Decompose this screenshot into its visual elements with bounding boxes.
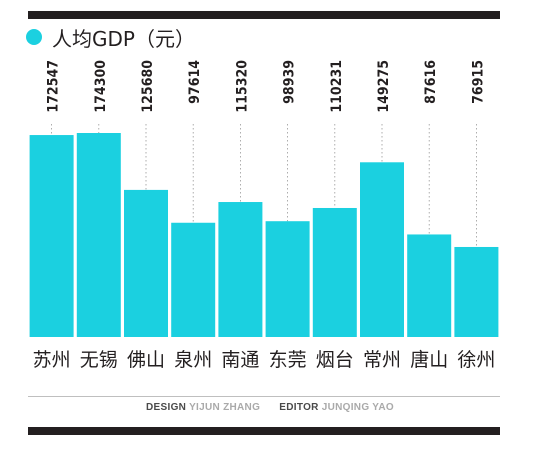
- bar: [454, 246, 499, 337]
- category-label: 南通: [221, 349, 259, 371]
- category-label: 佛山: [127, 349, 165, 371]
- value-label: 76915: [470, 60, 486, 104]
- credit-rule: [28, 396, 500, 397]
- bar: [312, 207, 357, 337]
- value-label: 115320: [234, 60, 250, 113]
- legend-label: 人均GDP（元）: [52, 26, 195, 51]
- category-label: 唐山: [410, 349, 448, 371]
- value-label: 98939: [282, 60, 298, 104]
- bottom-rule: [28, 427, 500, 435]
- designer-name: YIJUN ZHANG: [189, 402, 261, 413]
- editor-name: JUNQING YAO: [321, 402, 394, 413]
- value-label: 87616: [423, 60, 439, 104]
- category-label: 常州: [363, 349, 401, 371]
- top-rule: [28, 11, 500, 19]
- category-label: 东莞: [269, 349, 307, 371]
- value-label: 110231: [329, 60, 345, 113]
- legend: 人均GDP（元）: [26, 24, 195, 51]
- legend-swatch: [26, 29, 42, 45]
- category-label: 徐州: [457, 349, 495, 371]
- value-label: 97614: [187, 60, 203, 104]
- design-label: DESIGN: [146, 402, 190, 413]
- bar: [76, 133, 121, 337]
- bar: [171, 222, 216, 337]
- value-label: 149275: [376, 60, 392, 113]
- bar: [218, 202, 263, 337]
- bar: [360, 162, 404, 337]
- editor-label: EDITOR: [279, 402, 322, 413]
- bar: [29, 135, 74, 337]
- value-label: 172547: [46, 60, 62, 113]
- category-label: 苏州: [33, 349, 71, 371]
- credits-line: DESIGN YIJUN ZHANG EDITOR JUNQING YAO: [0, 402, 540, 413]
- bar: [265, 221, 310, 337]
- category-label: 无锡: [80, 349, 118, 371]
- bar: [124, 189, 168, 337]
- category-label: 泉州: [174, 349, 212, 371]
- category-label: 烟台: [316, 349, 354, 371]
- value-label: 125680: [140, 60, 156, 113]
- bar: [407, 234, 452, 337]
- value-label: 174300: [93, 60, 109, 113]
